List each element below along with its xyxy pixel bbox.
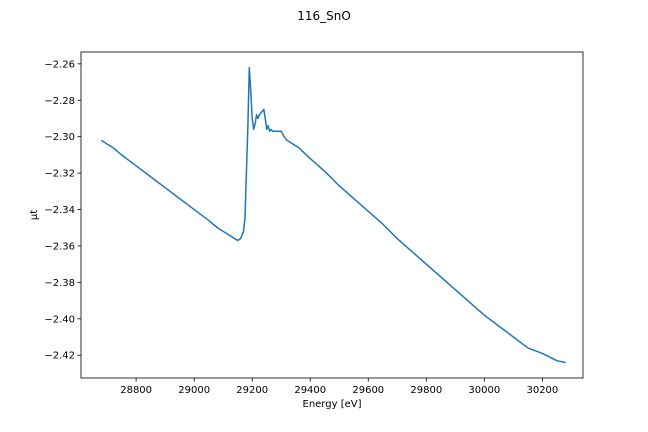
y-tick-label: −2.42 [44,351,75,362]
x-tick-label: 30200 [526,385,558,396]
data-series [100,66,566,364]
x-tick-label: 29200 [236,385,268,396]
y-tick-label: −2.36 [44,241,75,252]
series-line [100,66,566,364]
x-tick-label: 28800 [120,385,152,396]
y-tick-label: −2.34 [44,205,75,216]
x-tick-label: 29800 [410,385,442,396]
x-tick-label: 29600 [352,385,384,396]
y-tick-label: −2.32 [44,169,75,180]
y-tick-label: −2.30 [44,132,75,143]
x-tick-label: 29400 [294,385,326,396]
y-tick-label: −2.28 [44,96,75,107]
x-tick-label: 30000 [468,385,500,396]
y-tick-label: −2.40 [44,314,75,325]
plot-frame [80,51,584,379]
y-tick-label: −2.26 [44,59,75,70]
axis-ticks: 28800 29000 29200 29400 29600 29800 30000 30200… [44,59,558,396]
y-tick-label: −2.38 [44,278,75,289]
x-tick-label: 29000 [178,385,210,396]
y-axis-label: μt [29,210,40,220]
x-axis-label: Energy [eV] [303,399,362,410]
chart-title: 116_SnO [297,9,351,23]
